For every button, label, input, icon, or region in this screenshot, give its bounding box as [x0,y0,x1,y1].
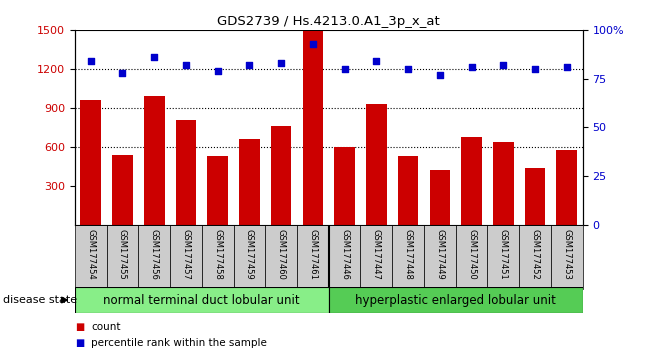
Text: GSM177457: GSM177457 [182,229,191,280]
Bar [424,225,456,289]
Bar [329,225,361,289]
Text: disease state: disease state [3,295,77,305]
Bar [297,225,329,289]
Bar [271,126,292,225]
Bar [202,225,234,289]
Bar [81,100,101,225]
Bar [75,287,329,313]
Bar [361,225,392,289]
Text: GSM177455: GSM177455 [118,229,127,280]
Text: hyperplastic enlarged lobular unit: hyperplastic enlarged lobular unit [355,293,556,307]
Bar [234,225,266,289]
Text: ■: ■ [75,338,84,348]
Text: count: count [91,322,120,332]
Text: GSM177459: GSM177459 [245,229,254,280]
Bar [398,156,419,225]
Bar [239,139,260,225]
Bar [329,287,583,313]
Point [117,70,128,76]
Bar [266,225,297,289]
Bar [525,168,546,225]
Bar [303,32,323,225]
Text: GSM177447: GSM177447 [372,229,381,280]
Text: GSM177458: GSM177458 [213,229,222,280]
Bar [112,155,133,225]
Bar [75,225,107,289]
Bar [335,147,355,225]
Bar [493,142,514,225]
Text: percentile rank within the sample: percentile rank within the sample [91,338,267,348]
Point [498,62,508,68]
Point [308,41,318,46]
Text: GSM177456: GSM177456 [150,229,159,280]
Text: GSM177446: GSM177446 [340,229,349,280]
Point [530,66,540,72]
Title: GDS2739 / Hs.4213.0.A1_3p_x_at: GDS2739 / Hs.4213.0.A1_3p_x_at [217,15,440,28]
Bar [176,120,196,225]
Bar [170,225,202,289]
Bar [551,225,583,289]
Bar [462,137,482,225]
Text: GSM177452: GSM177452 [531,229,540,280]
Point [371,58,381,64]
Bar [430,170,450,225]
Bar [557,149,577,225]
Point [181,62,191,68]
Bar [366,104,387,225]
Point [244,62,255,68]
Text: GSM177451: GSM177451 [499,229,508,280]
Bar [144,96,165,225]
Point [403,66,413,72]
Bar [139,225,170,289]
Point [435,72,445,78]
Bar [208,156,228,225]
Text: GSM177460: GSM177460 [277,229,286,280]
Point [85,58,96,64]
Bar [456,225,488,289]
Text: GSM177461: GSM177461 [309,229,318,280]
Text: GSM177454: GSM177454 [86,229,95,280]
Point [212,68,223,74]
Text: GSM177448: GSM177448 [404,229,413,280]
Bar [107,225,138,289]
Text: GSM177453: GSM177453 [562,229,572,280]
Bar [488,225,519,289]
Bar [392,225,424,289]
Point [149,55,159,60]
Bar [519,225,551,289]
Text: GSM177449: GSM177449 [436,229,445,280]
Text: ■: ■ [75,322,84,332]
Point [466,64,477,70]
Text: normal terminal duct lobular unit: normal terminal duct lobular unit [104,293,300,307]
Text: GSM177450: GSM177450 [467,229,476,280]
Point [339,66,350,72]
Point [276,60,286,66]
Point [562,64,572,70]
